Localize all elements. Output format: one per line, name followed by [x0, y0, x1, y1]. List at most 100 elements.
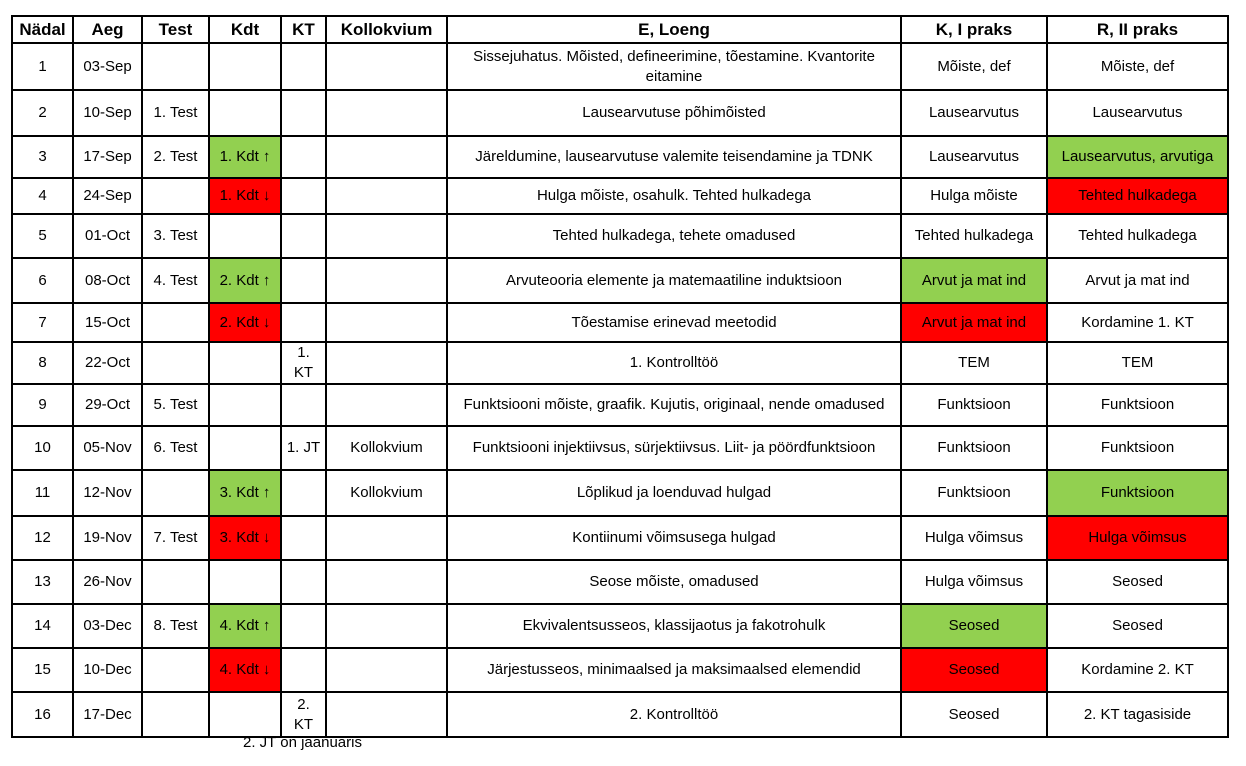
cell-kollokvium — [325, 515, 448, 561]
table-row: 7 15-Oct 2. Kdt ↓ Tõestamise erinevad me… — [11, 302, 1229, 343]
table-row: 13 26-Nov Seose mõiste, omadused Hulga v… — [11, 559, 1229, 605]
cell-week: 5 — [11, 213, 74, 259]
cell-kollokvium — [325, 691, 448, 738]
cell-week: 2 — [11, 89, 74, 137]
cell-week: 15 — [11, 647, 74, 693]
cell-practice-1: Funktsioon — [900, 469, 1048, 517]
cell-kollokvium — [325, 647, 448, 693]
cell-kollokvium — [325, 559, 448, 605]
cell-lecture: Sissejuhatus. Mõisted, defineerimine, tõ… — [446, 42, 902, 91]
cell-practice-2: Tehted hulkadega — [1046, 213, 1229, 259]
table-row: 9 29-Oct 5. Test Funktsiooni mõiste, gra… — [11, 383, 1229, 427]
cell-date: 15-Oct — [72, 302, 143, 343]
cell-practice-1: Funktsioon — [900, 425, 1048, 471]
cell-practice-1: Arvut ja mat ind — [900, 257, 1048, 304]
schedule-sheet: Nädal Aeg Test Kdt KT Kollokvium E, Loen… — [11, 15, 1229, 738]
header-kt: KT — [280, 15, 327, 44]
cell-kdt — [208, 341, 282, 385]
cell-practice-1: Seosed — [900, 603, 1048, 649]
cell-test — [141, 559, 210, 605]
table-row: 10 05-Nov 6. Test 1. JT Kollokvium Funkt… — [11, 425, 1229, 471]
header-row: Nädal Aeg Test Kdt KT Kollokvium E, Loen… — [11, 15, 1229, 44]
cell-lecture: 2. Kontrolltöö — [446, 691, 902, 738]
cell-kt — [280, 469, 327, 517]
cell-test: 1. Test — [141, 89, 210, 137]
header-kollokvium: Kollokvium — [325, 15, 448, 44]
cell-kt — [280, 647, 327, 693]
cell-practice-2: Mõiste, def — [1046, 42, 1229, 91]
cell-practice-1: Lausearvutus — [900, 89, 1048, 137]
cell-practice-2: Tehted hulkadega — [1046, 177, 1229, 215]
cell-practice-1: Funktsioon — [900, 383, 1048, 427]
table-row: 4 24-Sep 1. Kdt ↓ Hulga mõiste, osahulk.… — [11, 177, 1229, 215]
cell-practice-1: Hulga võimsus — [900, 559, 1048, 605]
cell-kt — [280, 257, 327, 304]
cell-practice-1: Mõiste, def — [900, 42, 1048, 91]
cell-lecture: Seose mõiste, omadused — [446, 559, 902, 605]
cell-lecture: 1. Kontrolltöö — [446, 341, 902, 385]
cell-test — [141, 177, 210, 215]
cell-kollokvium — [325, 257, 448, 304]
cell-practice-1: Seosed — [900, 691, 1048, 738]
header-lecture: E, Loeng — [446, 15, 902, 44]
cell-kdt: 4. Kdt ↓ — [208, 647, 282, 693]
footnote: 2. JT on jaanuaris — [243, 734, 362, 751]
cell-practice-2: TEM — [1046, 341, 1229, 385]
cell-lecture: Järeldumine, lausearvutuse valemite teis… — [446, 135, 902, 179]
cell-test — [141, 302, 210, 343]
cell-week: 6 — [11, 257, 74, 304]
cell-lecture: Funktsiooni injektiivsus, sürjektiivsus.… — [446, 425, 902, 471]
cell-lecture: Järjestusseos, minimaalsed ja maksimaals… — [446, 647, 902, 693]
cell-date: 01-Oct — [72, 213, 143, 259]
header-practice-1: K, I praks — [900, 15, 1048, 44]
cell-practice-1: Arvut ja mat ind — [900, 302, 1048, 343]
cell-kt — [280, 177, 327, 215]
header-week: Nädal — [11, 15, 74, 44]
cell-lecture: Lausearvutuse põhimõisted — [446, 89, 902, 137]
cell-kdt — [208, 42, 282, 91]
cell-kdt — [208, 89, 282, 137]
cell-kdt — [208, 213, 282, 259]
cell-kt — [280, 42, 327, 91]
cell-practice-2: Kordamine 2. KT — [1046, 647, 1229, 693]
cell-practice-2: Funktsioon — [1046, 469, 1229, 517]
cell-kdt: 2. Kdt ↑ — [208, 257, 282, 304]
cell-date: 22-Oct — [72, 341, 143, 385]
cell-practice-2: Kordamine 1. KT — [1046, 302, 1229, 343]
cell-week: 10 — [11, 425, 74, 471]
cell-practice-2: Funktsioon — [1046, 425, 1229, 471]
table-row: 3 17-Sep 2. Test 1. Kdt ↑ Järeldumine, l… — [11, 135, 1229, 179]
cell-date: 17-Dec — [72, 691, 143, 738]
cell-week: 1 — [11, 42, 74, 91]
table-row: 8 22-Oct 1. KT 1. Kontrolltöö TEM TEM — [11, 341, 1229, 385]
cell-kollokvium — [325, 302, 448, 343]
table-row: 16 17-Dec 2. KT 2. Kontrolltöö Seosed 2.… — [11, 691, 1229, 738]
cell-practice-2: Lausearvutus — [1046, 89, 1229, 137]
header-date: Aeg — [72, 15, 143, 44]
header-practice-2: R, II praks — [1046, 15, 1229, 44]
table-row: 6 08-Oct 4. Test 2. Kdt ↑ Arvuteooria el… — [11, 257, 1229, 304]
table-row: 2 10-Sep 1. Test Lausearvutuse põhimõist… — [11, 89, 1229, 137]
cell-date: 03-Sep — [72, 42, 143, 91]
cell-kdt — [208, 425, 282, 471]
cell-kdt — [208, 559, 282, 605]
cell-practice-1: Tehted hulkadega — [900, 213, 1048, 259]
cell-practice-1: Hulga mõiste — [900, 177, 1048, 215]
cell-kollokvium — [325, 177, 448, 215]
cell-practice-2: Seosed — [1046, 559, 1229, 605]
cell-kt: 1. KT — [280, 341, 327, 385]
course-schedule-table: Nädal Aeg Test Kdt KT Kollokvium E, Loen… — [11, 15, 1229, 738]
table-row: 14 03-Dec 8. Test 4. Kdt ↑ Ekvivalentsus… — [11, 603, 1229, 649]
cell-test: 8. Test — [141, 603, 210, 649]
cell-lecture: Tehted hulkadega, tehete omadused — [446, 213, 902, 259]
cell-week: 13 — [11, 559, 74, 605]
cell-test: 6. Test — [141, 425, 210, 471]
cell-practice-2: Seosed — [1046, 603, 1229, 649]
cell-kollokvium — [325, 135, 448, 179]
cell-kt — [280, 302, 327, 343]
cell-test: 3. Test — [141, 213, 210, 259]
cell-kdt: 1. Kdt ↑ — [208, 135, 282, 179]
cell-kdt: 2. Kdt ↓ — [208, 302, 282, 343]
cell-lecture: Arvuteooria elemente ja matemaatiline in… — [446, 257, 902, 304]
cell-week: 7 — [11, 302, 74, 343]
